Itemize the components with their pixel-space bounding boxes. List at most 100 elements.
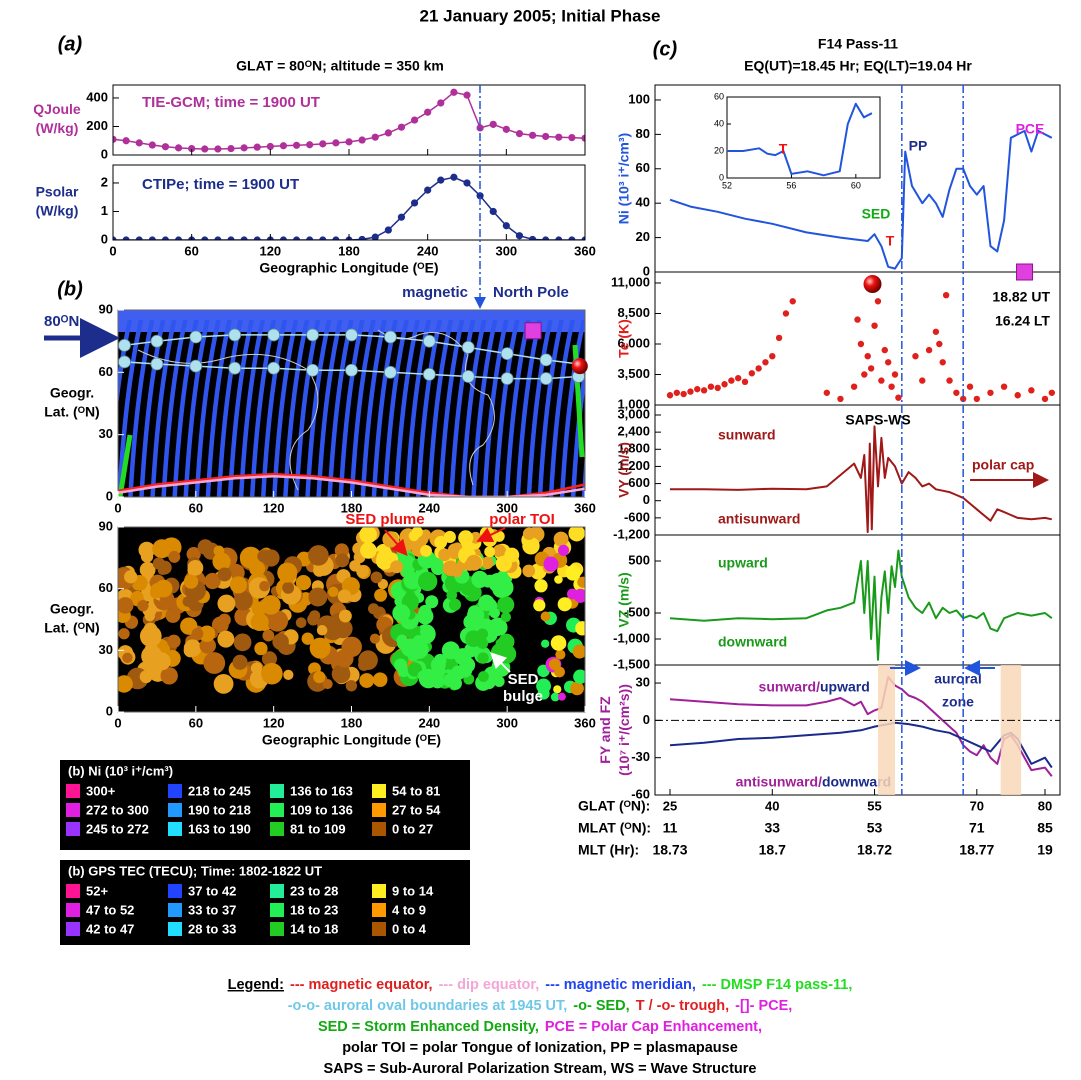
data-point [332,139,340,147]
tec-blob [390,560,404,574]
oval-point [345,363,358,377]
y-axis-label: Geogr. [50,601,94,617]
data-point [371,233,379,240]
footer-text: --- magnetic equator, [290,977,433,993]
tec-blob [493,530,505,542]
chart-subtitle: GLAT = 80ᴼN; altitude = 350 km [236,58,444,74]
x-tick-label: 60 [184,243,198,258]
tec-blob [272,633,289,650]
row-label: GLAT (ᴼN): [578,798,650,814]
legend-swatch [66,803,80,817]
annotation: auroral [934,671,981,687]
annotation: T [886,233,895,249]
meridian [118,319,144,497]
tec-blob [534,579,548,593]
data-point [888,383,895,390]
legend-swatch [372,903,386,917]
annotation: sunward [718,427,776,443]
annotation: downward [822,774,891,790]
y-tick-label: 3,500 [617,366,650,381]
tec-blob [137,599,149,612]
x-tick-label: 56 [786,180,796,190]
legend-swatch [66,903,80,917]
trough-marker [863,275,882,293]
row-value: 85 [1037,820,1053,836]
data-point [581,134,585,142]
data-point [1028,387,1035,394]
data-point [489,207,497,216]
tec-blob [262,629,275,642]
tec-blob [152,539,172,559]
tec-blob [392,604,411,623]
row-value: 71 [969,820,985,836]
tec-blob [557,597,572,612]
data-point [912,352,919,360]
data-point [306,141,314,149]
annotation: North Pole [493,284,569,301]
panel: 1,000 3,500 6,000 8,500 11,000 Te (K) 18.82 UT… [611,271,1061,411]
x-tick-label: 80 [1038,798,1052,813]
annotation: TIE-GCM; time = 1900 UT [142,94,320,111]
y-axis-label: Psolar [36,184,79,200]
y-axis-label: (W/kg) [36,203,79,219]
y-axis-label: Te (K) [616,319,632,358]
row-label: MLT (Hr): [578,842,639,858]
data-point [201,236,209,240]
tec-blob [550,635,567,651]
y-tick-label: 0 [643,712,650,727]
tec-blob [152,557,165,570]
tec-blob [358,650,378,670]
y-tick-label: -500 [624,604,650,619]
data-point [895,394,902,401]
data-point [135,236,143,240]
meridian [581,452,585,497]
tec-blob [483,574,496,587]
color-legend: (b) GPS TEC (TECU); Time: 1802-1822 UT 52… [60,860,470,945]
panel-label: (a) [58,33,83,55]
legend-swatch [66,922,80,936]
pce-marker [524,322,542,340]
y-tick-label: 0 [106,703,113,718]
pass-track [118,434,133,497]
legend-label: 218 to 245 [188,783,251,798]
y-tick-label: 11,000 [611,274,650,289]
meridian [427,319,454,497]
legend-title: (b) Ni (10³ i⁺/cm³) [68,763,173,778]
row-value: 18.73 [652,842,687,858]
meridian [537,319,564,497]
tec-blob [368,603,380,615]
x-tick-label: 120 [259,243,281,258]
y-tick-label: 80 [636,126,650,141]
legend-label: 136 to 163 [290,783,353,798]
data-point [884,359,892,366]
data-point [942,291,950,299]
y-tick-label: 40 [714,118,724,128]
data-line [727,102,873,177]
footer-text: Legend: [228,977,284,993]
y-axis-label: Lat. (ᴼN) [44,404,99,420]
data-point [694,385,701,393]
legend-label: 0 to 4 [392,921,427,936]
tec-blob [522,564,536,578]
color-legend: (b) Ni (10³ i⁺/cm³) 300+ 272 to 300 245 to … [60,760,470,850]
footer-line: polar TOI = polar Tongue of Ionization, … [342,1040,738,1056]
data-point [850,383,858,390]
legend-swatch [270,803,284,817]
y-tick-label: 500 [628,552,650,567]
legend-swatch [66,784,80,798]
meridian [548,319,575,497]
tec-blob [493,544,506,558]
oval-point [422,334,436,348]
data-point [1048,389,1056,396]
meridian [161,319,188,497]
y-tick-label: 20 [636,229,650,244]
tec-blob [394,658,408,672]
legend-swatch [270,884,284,898]
meridian [360,319,387,497]
x-tick-label: 180 [341,500,363,515]
pce-marker [1016,263,1034,281]
tec-blob [261,651,277,667]
row-value: 18.7 [759,842,786,858]
data-point [424,108,432,116]
tec-blob [295,574,312,591]
